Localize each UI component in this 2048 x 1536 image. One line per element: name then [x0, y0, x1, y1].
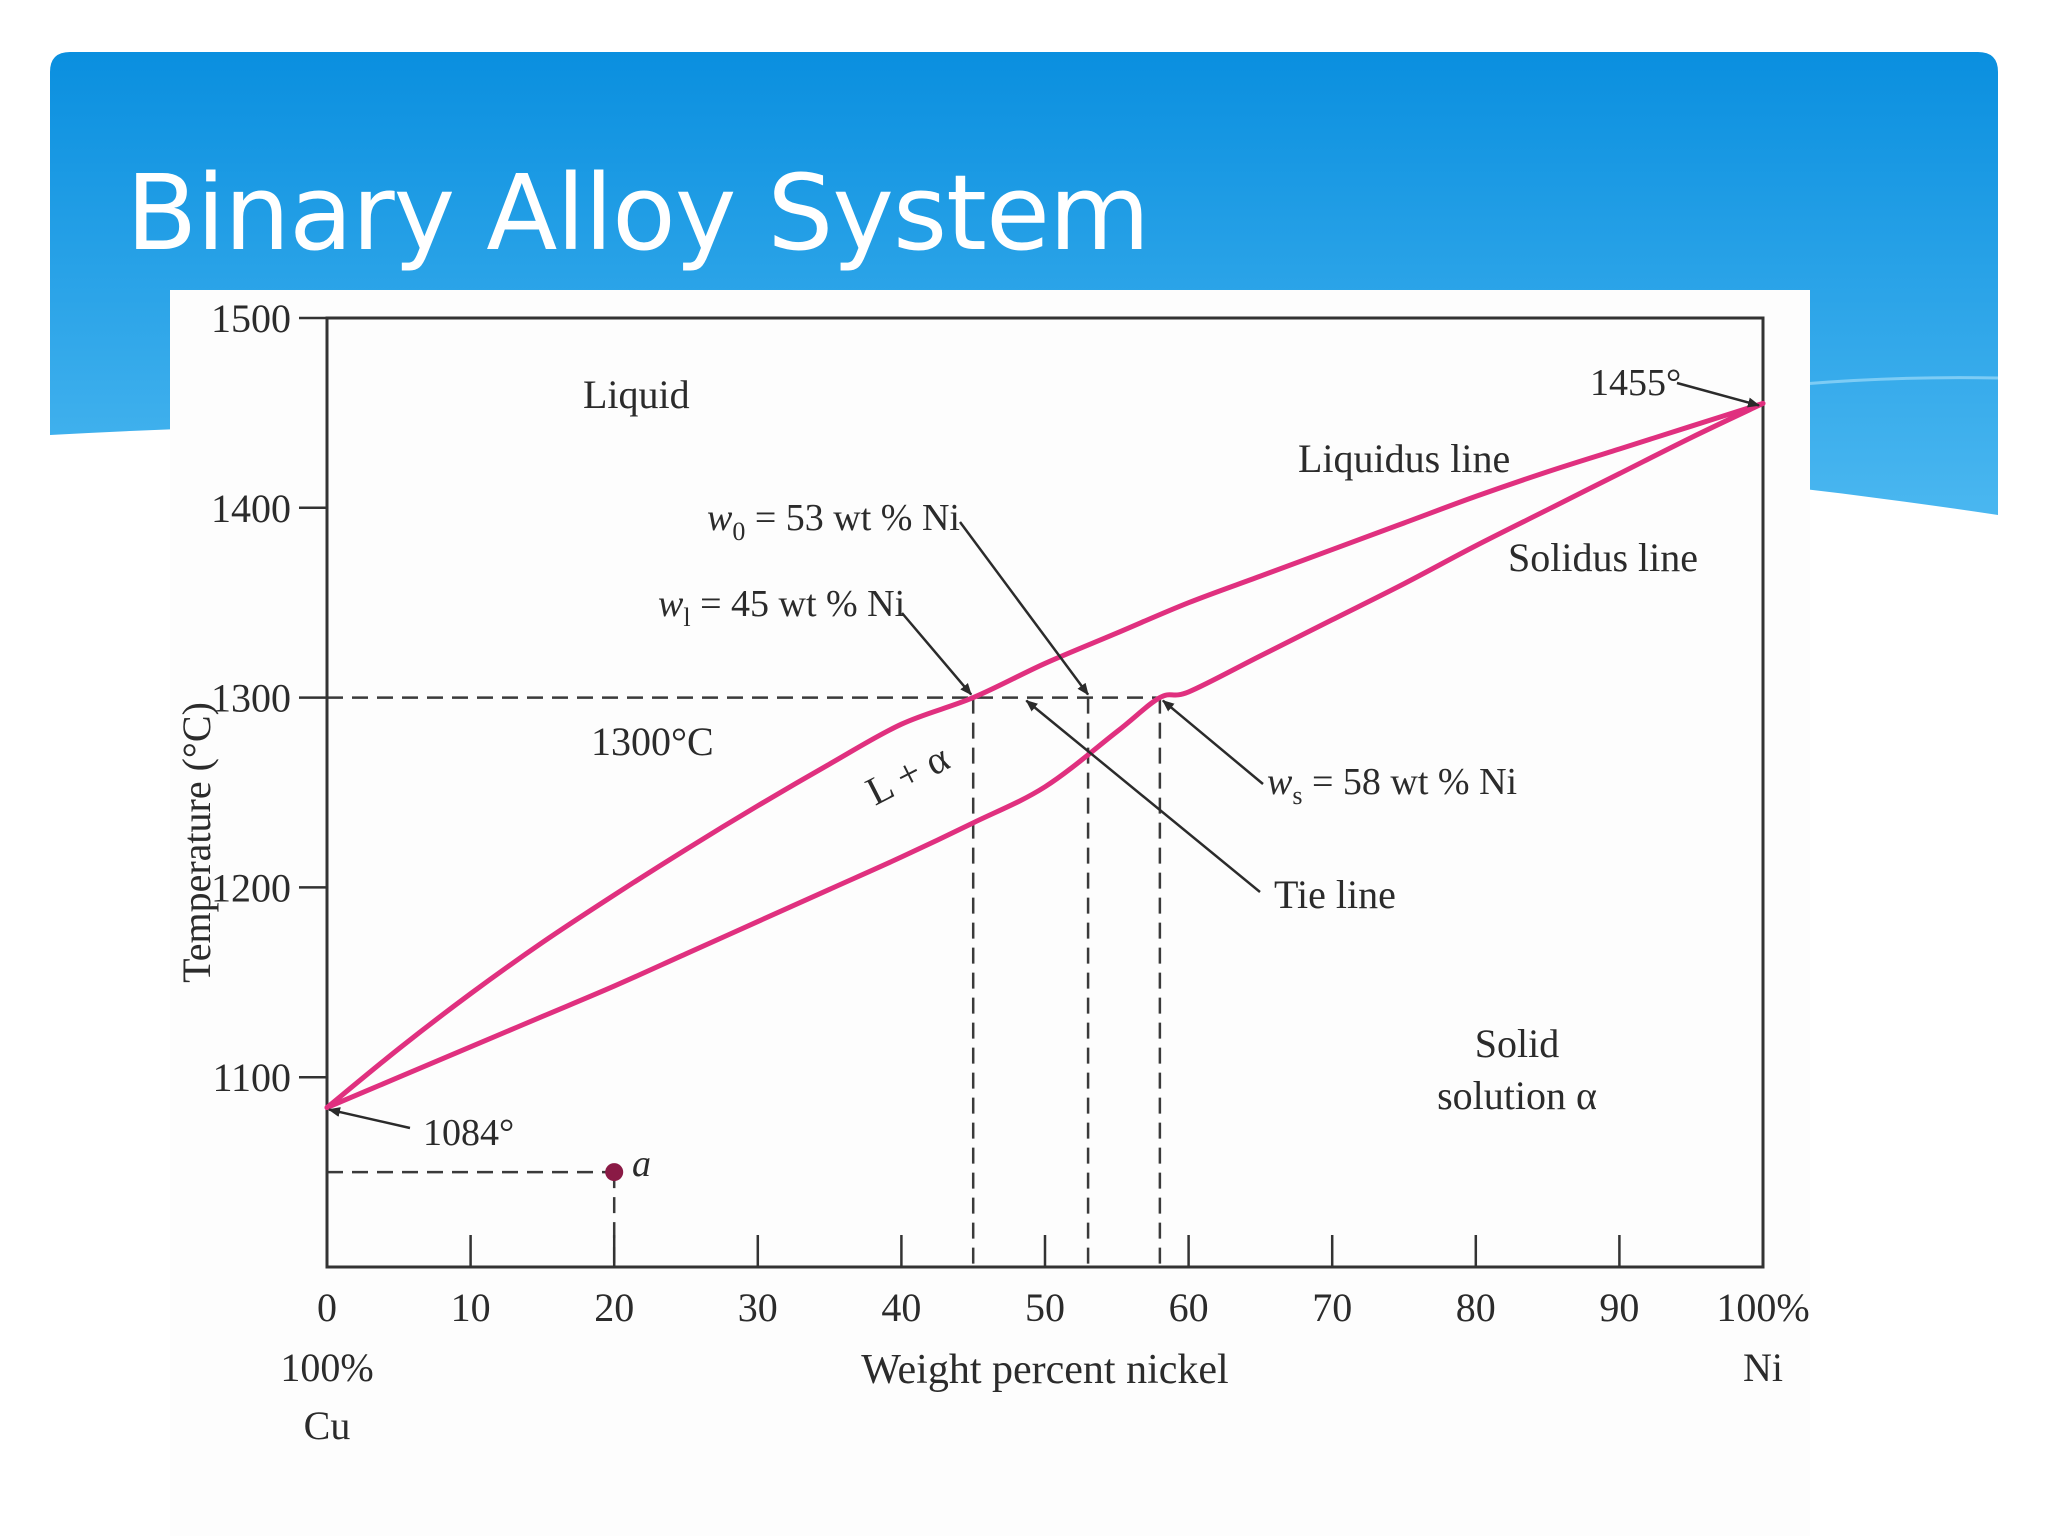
y-tick-label: 1100: [212, 1055, 291, 1100]
w0-label-symbol: w: [707, 497, 733, 539]
x-tick-label: 100%: [1716, 1285, 1809, 1330]
point-a-marker: [605, 1163, 624, 1182]
x-tick-label: 50: [1025, 1285, 1065, 1330]
guide-lines: [327, 696, 1162, 1267]
x-tick-label: 70: [1312, 1285, 1352, 1330]
ws-label-symbol: w: [1267, 761, 1293, 803]
annotations: Liquid Liquidus line Solidus line Solid solu…: [328, 362, 1760, 1185]
x-tick-label: 20: [594, 1285, 634, 1330]
phase-curves: [324, 400, 1766, 1182]
tick-labels: 0 10 20 30 40 50 60 70 80 90 100% 1100 1200 1300 1400 1…: [174, 296, 1810, 1448]
wl-label-text: = 45 wt % Ni: [691, 583, 906, 625]
y-tick-label: 1300: [211, 676, 291, 721]
ws-label: ws = 58 wt % Ni: [1267, 761, 1517, 810]
solid-solution-label: solution α: [1437, 1073, 1597, 1118]
ws-label-text: = 58 wt % Ni: [1302, 761, 1517, 803]
solidus-curve: [324, 400, 1766, 1111]
liquidus-line-label: Liquidus line: [1298, 436, 1510, 481]
x-tick-label: 30: [738, 1285, 778, 1330]
x-tick-label: 60: [1169, 1285, 1209, 1330]
wl-label: wl = 45 wt % Ni: [658, 583, 905, 632]
ws-label-subscript: s: [1292, 781, 1302, 810]
x-tick-label: 80: [1456, 1285, 1496, 1330]
x-sublabel-cu: Cu: [304, 1403, 351, 1448]
liquidus-curve: [324, 400, 1766, 1111]
y-tick-label: 1500: [211, 296, 291, 341]
x-tick-label: 10: [451, 1285, 491, 1330]
solid-region-label: Solid: [1475, 1021, 1559, 1066]
y-axis-label: Temperature (°C): [174, 702, 219, 983]
w0-arrow: [958, 521, 1090, 696]
solidus-line-label: Solidus line: [1508, 535, 1698, 580]
tie-line-arrow: [1025, 699, 1261, 893]
x-sublabel-ni: Ni: [1743, 1345, 1783, 1390]
tie-line-label: Tie line: [1274, 872, 1396, 917]
figure-panel: 0 10 20 30 40 50 60 70 80 90 100% 1100 1200 1300 1400 1…: [170, 290, 1810, 1536]
point-a-label: a: [632, 1143, 651, 1185]
wl-label-subscript: l: [683, 603, 690, 632]
wl-label-symbol: w: [658, 583, 684, 625]
x-axis-label: Weight percent nickel: [861, 1347, 1228, 1393]
w0-label-text: = 53 wt % Ni: [745, 497, 960, 539]
melting-point-cu-arrow: [328, 1107, 411, 1130]
x-tick-label: 0: [317, 1285, 337, 1330]
w0-label: w0 = 53 wt % Ni: [707, 497, 960, 546]
y-tick-label: 1200: [211, 865, 291, 910]
x-tick-label: 90: [1599, 1285, 1639, 1330]
slide-title: Binary Alloy System: [126, 152, 1150, 274]
y-tick-label: 1400: [211, 486, 291, 531]
plot-frame: [325, 316, 1765, 1269]
two-phase-region-label: L + α: [859, 735, 957, 814]
w0-label-subscript: 0: [732, 517, 745, 546]
ws-arrow: [1162, 699, 1264, 785]
melting-point-ni-arrow: [1676, 381, 1760, 408]
melting-point-ni-label: 1455°: [1590, 362, 1681, 404]
x-tick-label: 40: [881, 1285, 921, 1330]
wl-arrow: [901, 612, 973, 696]
x-sublabel-cu-percent: 100%: [280, 1345, 373, 1390]
liquid-region-label: Liquid: [583, 372, 690, 417]
phase-diagram: 0 10 20 30 40 50 60 70 80 90 100% 1100 1200 1300 1400 1…: [174, 296, 1810, 1448]
axes: [299, 316, 1765, 1269]
isotherm-label: 1300°C: [591, 719, 714, 764]
melting-point-cu-label: 1084°: [423, 1112, 514, 1154]
